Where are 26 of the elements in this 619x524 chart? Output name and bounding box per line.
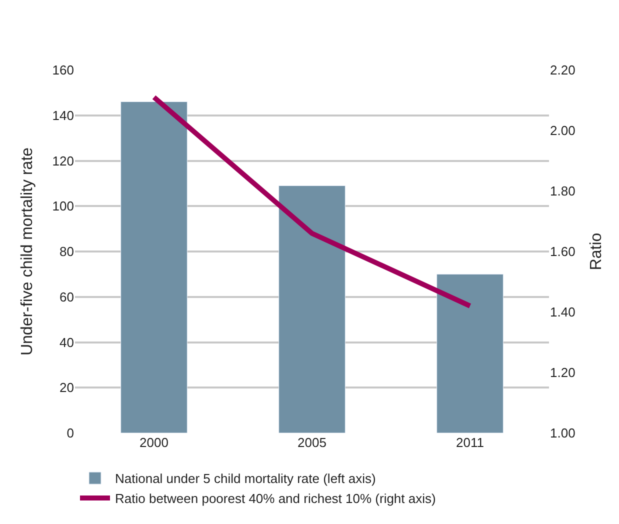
y2-tick-label: 1.80 — [550, 184, 576, 199]
y-tick-label: 0 — [66, 426, 74, 441]
legend-label: Ratio between poorest 40% and richest 10% (right axis) — [115, 491, 436, 506]
y-tick-label: 100 — [52, 198, 74, 214]
y2-axis-title: Ratio — [588, 232, 606, 270]
y-tick-label: 160 — [52, 62, 74, 78]
x-tick-label: 2005 — [298, 435, 326, 450]
y2-tick-label: 1.20 — [550, 365, 576, 380]
y2-tick-label: 1.40 — [550, 304, 576, 320]
y2-tick-label: 2.20 — [550, 62, 576, 78]
bar — [278, 185, 346, 433]
y-tick-label: 80 — [60, 244, 74, 260]
y-tick-label: 140 — [52, 108, 74, 123]
y-tick-label: 40 — [60, 334, 74, 350]
y-tick-label: 120 — [52, 153, 74, 168]
y2-tick-label: 1.60 — [550, 244, 576, 260]
y-axis-title: Under-five child mortality rate — [19, 147, 36, 356]
y2-tick-label: 1.00 — [550, 426, 576, 441]
x-tick-label: 2000 — [140, 435, 168, 450]
bar — [436, 274, 504, 433]
y2-tick-label: 2.00 — [550, 123, 576, 138]
bar — [120, 102, 188, 433]
y-tick-label: 60 — [60, 289, 74, 304]
legend-label: National under 5 child mortality rate (left axis) — [115, 471, 376, 486]
y-tick-label: 20 — [60, 380, 74, 396]
x-tick-label: 2011 — [456, 435, 484, 450]
